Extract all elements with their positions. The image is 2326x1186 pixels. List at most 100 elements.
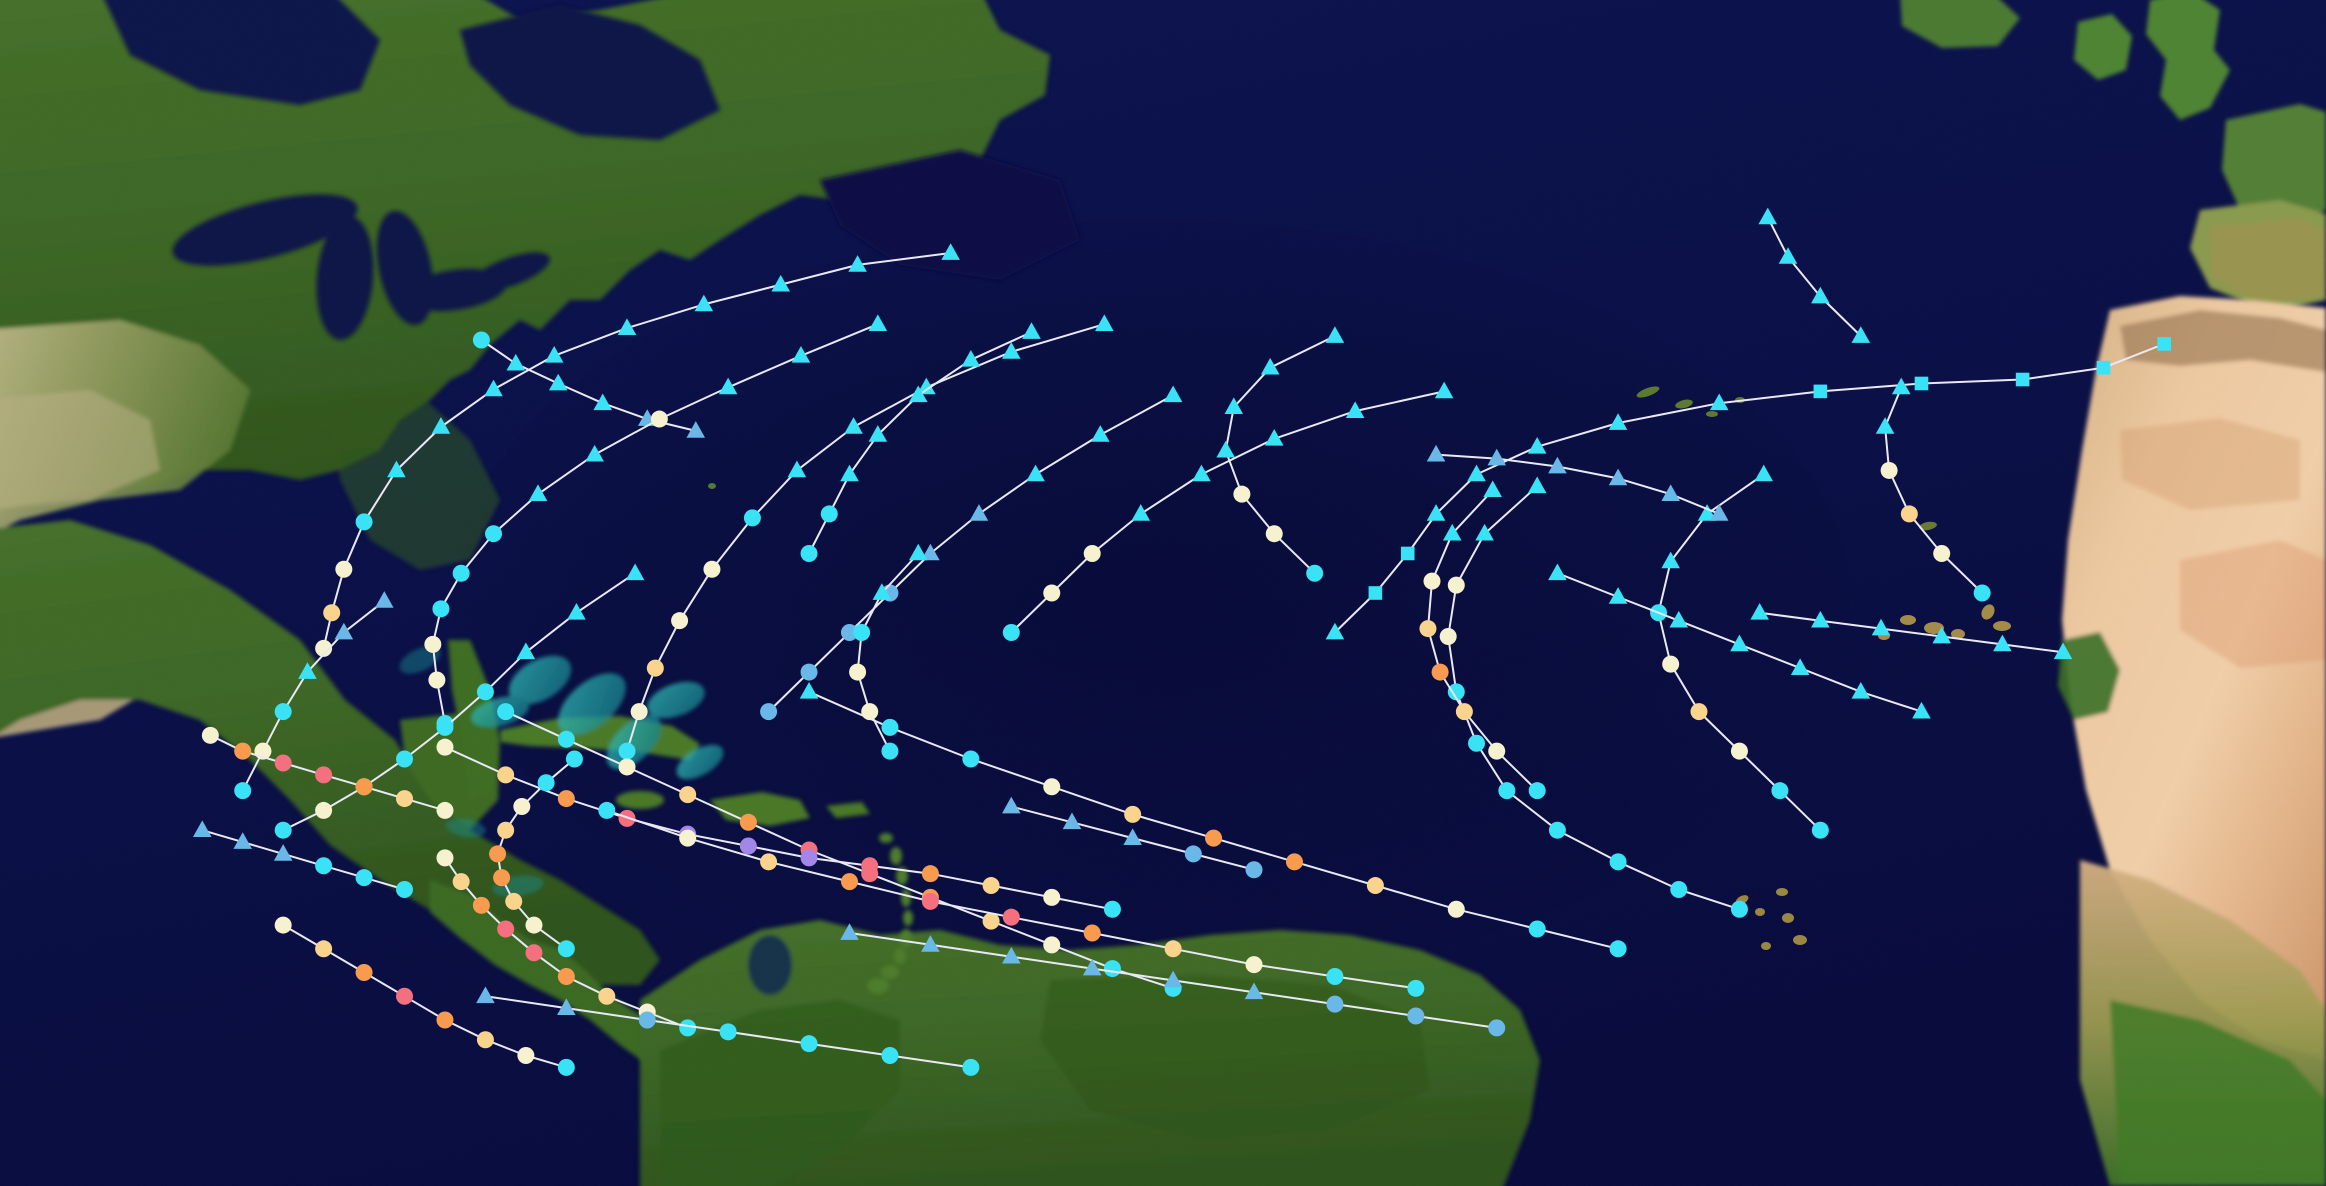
marker-tropical bbox=[800, 1035, 818, 1053]
marker-tropical bbox=[557, 967, 575, 985]
marker-extratropical bbox=[799, 682, 819, 699]
marker-extratropical bbox=[557, 998, 576, 1015]
marker-extratropical bbox=[1467, 464, 1486, 482]
marker-extratropical bbox=[787, 460, 807, 478]
marker-tropical bbox=[1447, 576, 1465, 594]
marker-tropical bbox=[432, 600, 450, 618]
marker-tropical bbox=[436, 849, 454, 867]
marker-tropical bbox=[1730, 742, 1748, 760]
marker-tropical bbox=[234, 742, 252, 760]
marker-tropical bbox=[436, 1011, 454, 1029]
marker-tropical bbox=[497, 703, 515, 721]
marker-extratropical bbox=[1163, 385, 1183, 403]
marker-extratropical bbox=[1871, 618, 1891, 636]
marker-extratropical bbox=[1002, 946, 1021, 964]
storm-track bbox=[799, 682, 1627, 958]
storm-track bbox=[274, 916, 575, 1076]
marker-tropical bbox=[1306, 564, 1324, 582]
marker-tropical bbox=[1528, 782, 1546, 800]
marker-tropical bbox=[1548, 821, 1566, 839]
marker-tropical bbox=[646, 659, 664, 677]
marker-extratropical bbox=[1483, 480, 1502, 498]
marker-tropical bbox=[396, 987, 414, 1005]
marker-tropical bbox=[760, 853, 778, 871]
marker-tropical bbox=[598, 987, 616, 1005]
marker-tropical bbox=[234, 782, 252, 800]
marker-extratropical bbox=[969, 504, 989, 521]
track-line bbox=[767, 394, 1175, 713]
marker-tropical bbox=[630, 703, 648, 721]
marker-tropical bbox=[1528, 920, 1546, 938]
marker-extratropical bbox=[1426, 504, 1446, 521]
marker-extratropical bbox=[1123, 828, 1142, 845]
marker-extratropical bbox=[1325, 326, 1345, 343]
marker-extratropical bbox=[233, 832, 252, 849]
marker-extratropical bbox=[334, 622, 354, 640]
marker-tropical bbox=[1811, 821, 1829, 839]
marker-extratropical bbox=[1026, 464, 1045, 482]
marker-tropical bbox=[513, 797, 531, 815]
marker-tropical bbox=[1407, 979, 1425, 997]
marker-extratropical bbox=[908, 543, 928, 561]
marker-tropical bbox=[962, 750, 980, 768]
marker-tropical bbox=[739, 837, 757, 855]
marker-tropical bbox=[840, 624, 858, 642]
marker-subtropical bbox=[1813, 384, 1828, 399]
marker-tropical bbox=[355, 964, 373, 982]
marker-tropical bbox=[1043, 936, 1061, 954]
marker-extratropical bbox=[1244, 982, 1264, 1000]
marker-extratropical bbox=[908, 385, 928, 403]
marker-extratropical bbox=[1811, 286, 1830, 304]
marker-tropical bbox=[1083, 924, 1101, 942]
storm-track bbox=[849, 543, 928, 760]
marker-extratropical bbox=[192, 820, 212, 838]
marker-extratropical bbox=[1216, 440, 1235, 458]
track-line bbox=[1884, 386, 1984, 594]
marker-extratropical bbox=[791, 346, 811, 363]
marker-extratropical bbox=[840, 923, 859, 940]
storm-track bbox=[1325, 337, 2171, 640]
marker-tropical bbox=[396, 881, 414, 898]
marker-tropical bbox=[982, 877, 1000, 895]
marker-tropical bbox=[315, 639, 333, 657]
marker-extratropical bbox=[544, 346, 564, 363]
marker-tropical bbox=[355, 513, 373, 531]
marker-extratropical bbox=[1325, 622, 1345, 640]
marker-tropical bbox=[703, 560, 721, 578]
storm-track bbox=[1650, 464, 1829, 839]
marker-tropical bbox=[315, 766, 333, 784]
marker-extratropical bbox=[2053, 642, 2073, 660]
marker-tropical bbox=[921, 865, 939, 883]
marker-tropical bbox=[557, 790, 575, 808]
storm-track bbox=[1439, 476, 1748, 918]
marker-tropical bbox=[800, 663, 818, 681]
marker-extratropical bbox=[585, 444, 604, 462]
track-line bbox=[322, 252, 952, 650]
marker-tropical bbox=[800, 544, 818, 562]
marker-tropical bbox=[557, 730, 575, 748]
storm-track bbox=[476, 986, 980, 1076]
marker-extratropical bbox=[1912, 701, 1931, 719]
storm-track bbox=[497, 703, 1182, 997]
marker-tropical bbox=[1083, 544, 1101, 562]
marker-extratropical bbox=[1993, 634, 2012, 652]
marker-tropical bbox=[1233, 485, 1251, 503]
marker-extratropical bbox=[1811, 610, 1830, 628]
storm-track bbox=[436, 738, 1121, 918]
marker-tropical bbox=[1103, 960, 1121, 978]
marker-tropical bbox=[274, 703, 292, 721]
marker-extratropical bbox=[840, 464, 859, 482]
storm-track bbox=[1002, 796, 1263, 879]
marker-extratropical bbox=[1426, 444, 1446, 462]
marker-extratropical bbox=[625, 563, 645, 581]
storm-track bbox=[760, 385, 1183, 721]
marker-extratropical bbox=[1434, 381, 1454, 399]
marker-extratropical bbox=[567, 602, 586, 620]
marker-extratropical bbox=[917, 377, 936, 395]
marker-tropical bbox=[1326, 995, 1344, 1013]
marker-extratropical bbox=[528, 484, 548, 502]
marker-tropical bbox=[1973, 584, 1991, 602]
marker-tropical bbox=[638, 1011, 656, 1029]
